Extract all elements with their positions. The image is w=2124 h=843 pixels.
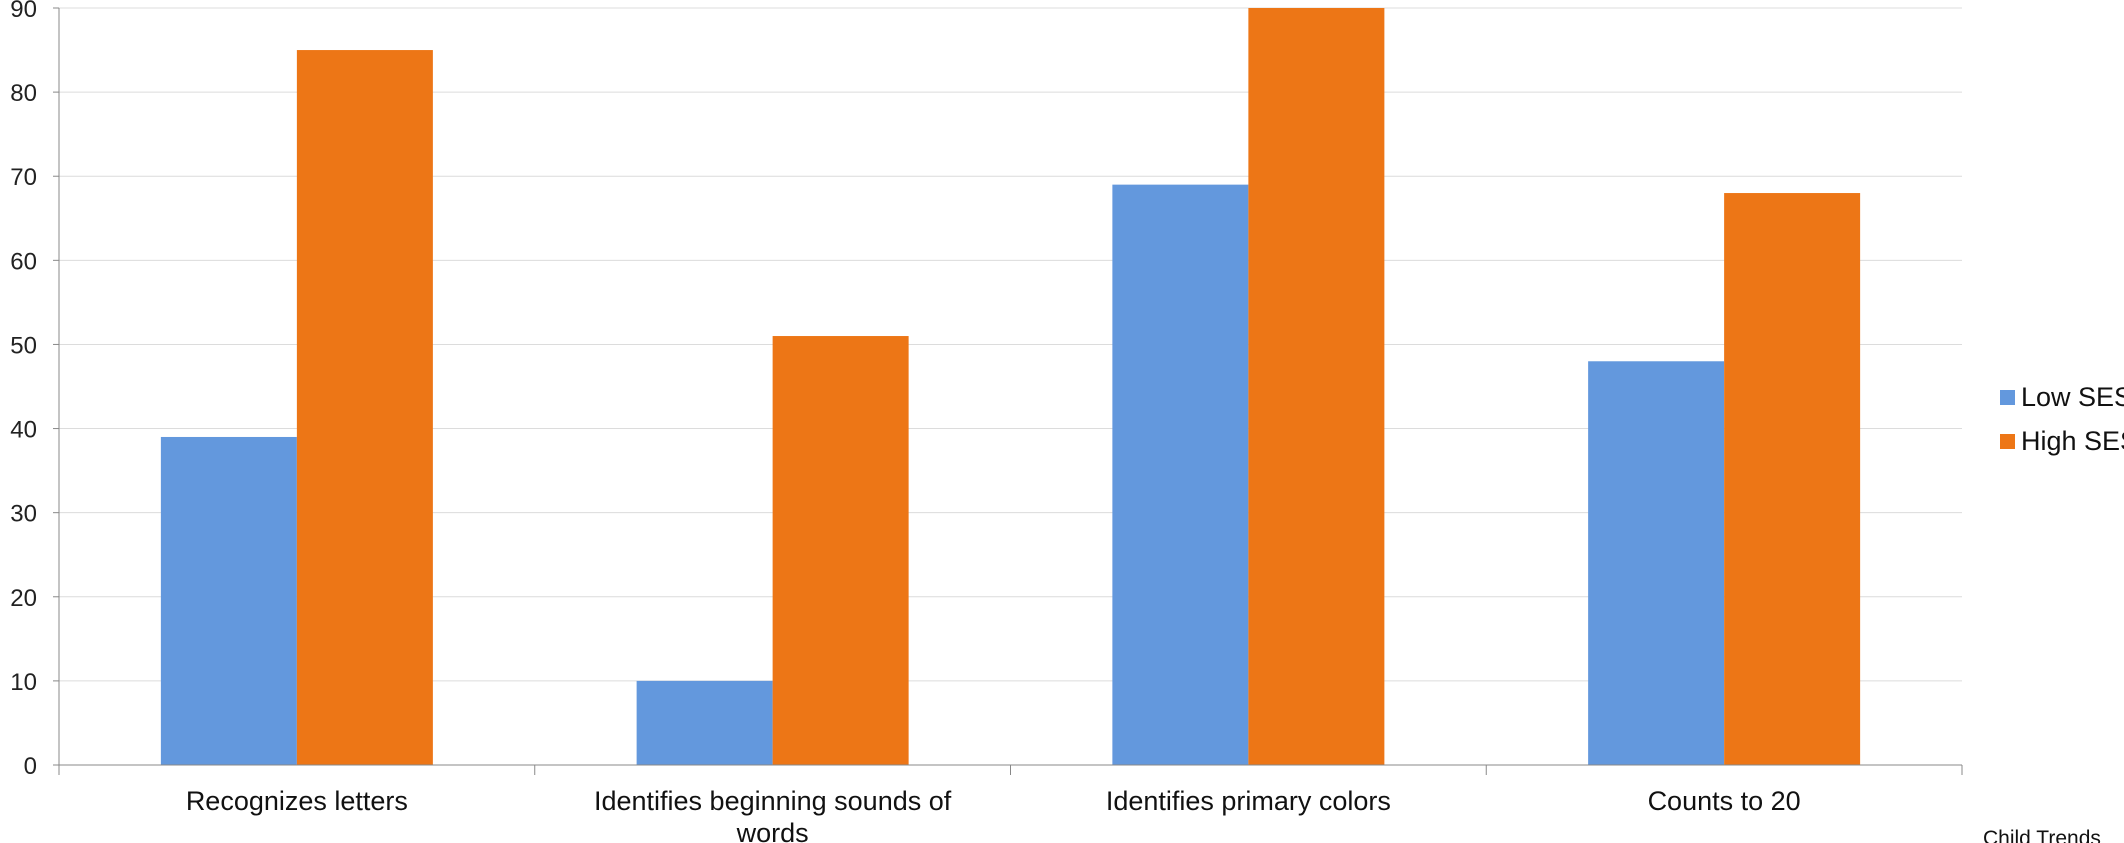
y-tick-label: 50 <box>10 332 37 359</box>
bar-high-ses <box>1248 8 1385 765</box>
legend-label: High SES <box>2021 426 2124 456</box>
legend-label: Low SES <box>2021 382 2124 412</box>
x-category-label-line: Counts to 20 <box>1648 786 1801 816</box>
y-tick-label: 10 <box>10 669 37 696</box>
y-tick-label: 80 <box>10 80 37 107</box>
legend-swatch <box>2000 434 2015 449</box>
bar-low-ses <box>636 680 773 765</box>
bar-high-ses <box>296 50 433 766</box>
bar-low-ses <box>1112 184 1249 766</box>
x-category-label: Identifies primary colors <box>1106 786 1391 816</box>
x-category-label: Counts to 20 <box>1648 786 1801 816</box>
bar-high-ses <box>1724 193 1861 766</box>
y-tick-label: 20 <box>10 585 37 612</box>
y-tick-label: 90 <box>10 0 37 23</box>
x-axis-category-labels: Recognizes letters Identifies beginning s… <box>186 786 1801 843</box>
bar-high-ses <box>772 336 909 765</box>
y-tick-label: 60 <box>10 248 37 275</box>
x-category-label-line: Identifies primary colors <box>1106 786 1391 816</box>
x-category-label-line: words <box>736 818 809 843</box>
x-category-label: Recognizes letters <box>186 786 408 816</box>
x-category-label-line: Identifies beginning sounds of <box>594 786 952 816</box>
bar-low-ses <box>1588 361 1725 765</box>
y-tick-label: 0 <box>24 753 37 780</box>
legend-swatch <box>2000 390 2015 405</box>
y-tick-label: 30 <box>10 501 37 528</box>
axes <box>53 8 1963 775</box>
bar-low-ses <box>160 436 297 765</box>
x-category-label: Identifies beginning sounds of words <box>594 786 952 843</box>
y-tick-label: 40 <box>10 417 37 444</box>
y-axis-tick-labels: 0 10 20 30 40 50 60 70 80 90 <box>10 0 37 780</box>
bars <box>160 8 1861 766</box>
y-tick-label: 70 <box>10 164 37 191</box>
legend: Low SES High SES <box>2000 382 2124 456</box>
source-credit: Child Trends <box>1983 827 2101 843</box>
x-category-label-line: Recognizes letters <box>186 786 408 816</box>
